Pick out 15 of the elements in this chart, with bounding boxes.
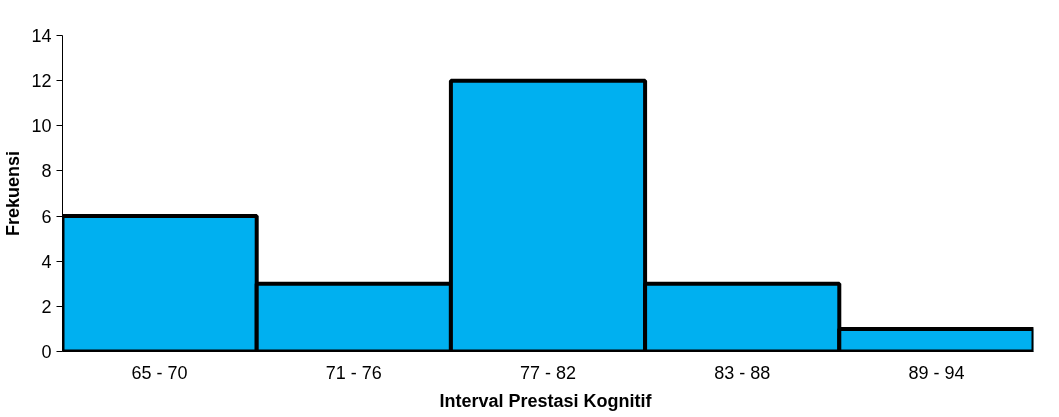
y-tick-label: 14: [31, 26, 52, 46]
y-tick-label: 2: [41, 296, 52, 317]
y-tick-label: 4: [41, 251, 52, 272]
x-tick-label: 83 - 88: [714, 362, 771, 383]
x-axis-title: Interval Prestasi Kognitif: [439, 390, 653, 411]
y-tick-label: 0: [41, 342, 52, 362]
y-axis-title: Frekuensi: [3, 150, 24, 237]
y-tick-label: 12: [31, 71, 52, 92]
x-tick-label: 65 - 70: [131, 362, 188, 383]
x-tick-label: 77 - 82: [519, 362, 577, 383]
y-tick-label: 10: [31, 116, 52, 137]
x-tick-label: 89 - 94: [908, 362, 965, 383]
y-tick-label: 8: [41, 161, 52, 182]
x-tick-label: 71 - 76: [325, 362, 382, 383]
y-tick-label: 6: [41, 206, 52, 227]
